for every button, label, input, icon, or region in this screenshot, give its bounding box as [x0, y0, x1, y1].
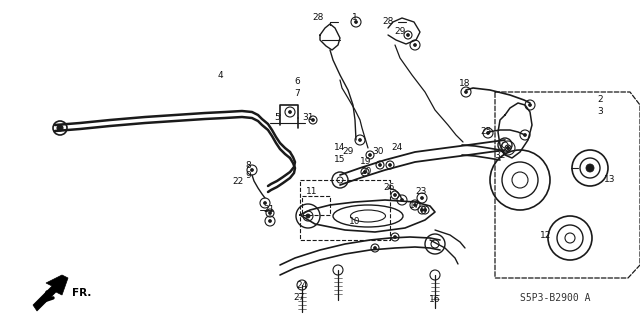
- Text: 12: 12: [540, 232, 552, 241]
- Circle shape: [465, 91, 467, 93]
- Circle shape: [388, 164, 392, 167]
- Circle shape: [413, 43, 417, 47]
- Circle shape: [506, 146, 509, 150]
- Circle shape: [269, 219, 271, 222]
- Text: 24: 24: [392, 144, 403, 152]
- Text: 32: 32: [494, 151, 506, 160]
- Text: 22: 22: [232, 177, 244, 187]
- Text: 13: 13: [604, 175, 616, 184]
- Circle shape: [250, 168, 253, 172]
- Text: 27: 27: [293, 293, 305, 302]
- Text: FR.: FR.: [72, 288, 92, 298]
- Circle shape: [506, 146, 509, 150]
- Circle shape: [378, 164, 381, 167]
- Circle shape: [586, 164, 594, 172]
- Circle shape: [364, 170, 367, 174]
- Text: 25: 25: [480, 128, 492, 137]
- Text: 23: 23: [415, 188, 427, 197]
- Circle shape: [406, 33, 410, 36]
- Circle shape: [413, 204, 417, 206]
- Circle shape: [57, 125, 63, 131]
- Text: 6: 6: [294, 78, 300, 86]
- Text: 19: 19: [360, 158, 372, 167]
- Circle shape: [486, 131, 490, 135]
- Circle shape: [355, 20, 358, 24]
- Circle shape: [289, 110, 291, 114]
- Text: 11: 11: [307, 188, 317, 197]
- Text: 1: 1: [352, 13, 358, 23]
- Circle shape: [394, 194, 397, 197]
- Text: 28: 28: [312, 13, 324, 23]
- Text: 18: 18: [460, 78, 471, 87]
- Text: 17: 17: [409, 201, 420, 210]
- Circle shape: [264, 202, 266, 204]
- Circle shape: [312, 118, 314, 122]
- Text: 16: 16: [429, 295, 441, 305]
- Circle shape: [529, 103, 531, 107]
- Circle shape: [358, 138, 362, 142]
- Text: 29: 29: [394, 27, 406, 36]
- Polygon shape: [33, 275, 68, 311]
- Text: 30: 30: [372, 147, 384, 157]
- Circle shape: [374, 247, 376, 249]
- Circle shape: [524, 133, 527, 137]
- Text: 8: 8: [245, 160, 251, 169]
- Circle shape: [394, 235, 397, 239]
- Text: 9: 9: [245, 170, 251, 180]
- Circle shape: [420, 209, 424, 211]
- Text: 4: 4: [217, 70, 223, 79]
- Text: 20: 20: [360, 167, 372, 176]
- Text: 31: 31: [302, 114, 314, 122]
- Text: 29: 29: [342, 147, 354, 157]
- Text: 14: 14: [334, 144, 346, 152]
- Text: 3: 3: [597, 108, 603, 116]
- Circle shape: [401, 198, 403, 202]
- Text: S5P3-B2900 A: S5P3-B2900 A: [520, 293, 591, 303]
- Text: 2: 2: [597, 95, 603, 105]
- Text: 26: 26: [383, 183, 395, 192]
- Text: 15: 15: [334, 154, 346, 164]
- Text: 28: 28: [382, 18, 394, 26]
- Circle shape: [269, 211, 271, 214]
- Circle shape: [369, 153, 371, 157]
- Text: 7: 7: [294, 88, 300, 98]
- Circle shape: [420, 197, 424, 199]
- Text: 21: 21: [263, 205, 275, 214]
- Text: 5: 5: [274, 114, 280, 122]
- Circle shape: [424, 209, 426, 211]
- Circle shape: [306, 214, 310, 218]
- Text: 10: 10: [349, 218, 361, 226]
- Text: 24: 24: [296, 280, 308, 290]
